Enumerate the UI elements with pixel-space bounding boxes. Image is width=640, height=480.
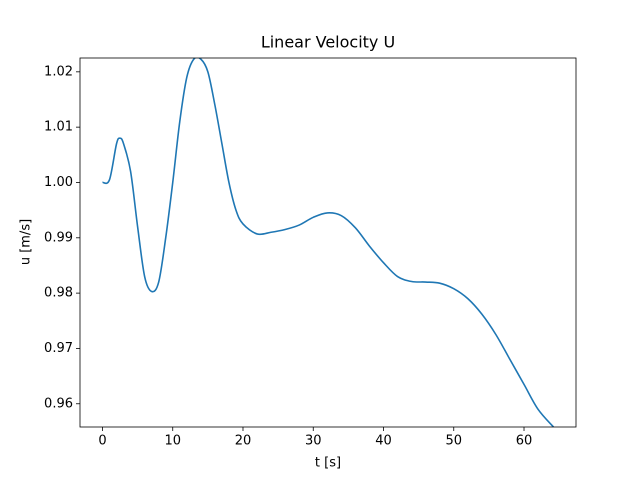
chart-title: Linear Velocity U [261, 33, 395, 52]
x-tick-label: 50 [445, 434, 462, 449]
y-tick-label: 1.00 [44, 175, 73, 190]
x-tick-label: 60 [516, 434, 533, 449]
x-axis-label: t [s] [315, 456, 341, 471]
y-tick-label: 0.96 [44, 396, 73, 411]
y-tick-label: 0.97 [44, 341, 73, 356]
y-tick-label: 1.01 [44, 120, 73, 135]
x-tick-label: 20 [235, 434, 252, 449]
y-tick-label: 1.02 [44, 64, 73, 79]
x-tick-label: 10 [164, 434, 181, 449]
y-tick-label: 0.98 [44, 286, 73, 301]
line-series [102, 58, 555, 427]
plot-frame [79, 57, 577, 428]
x-tick-label: 40 [375, 434, 392, 449]
y-axis-label: u [m/s] [19, 219, 34, 265]
y-tick-label: 0.99 [44, 230, 73, 245]
x-tick-label: 0 [98, 434, 106, 449]
x-tick-label: 30 [305, 434, 322, 449]
